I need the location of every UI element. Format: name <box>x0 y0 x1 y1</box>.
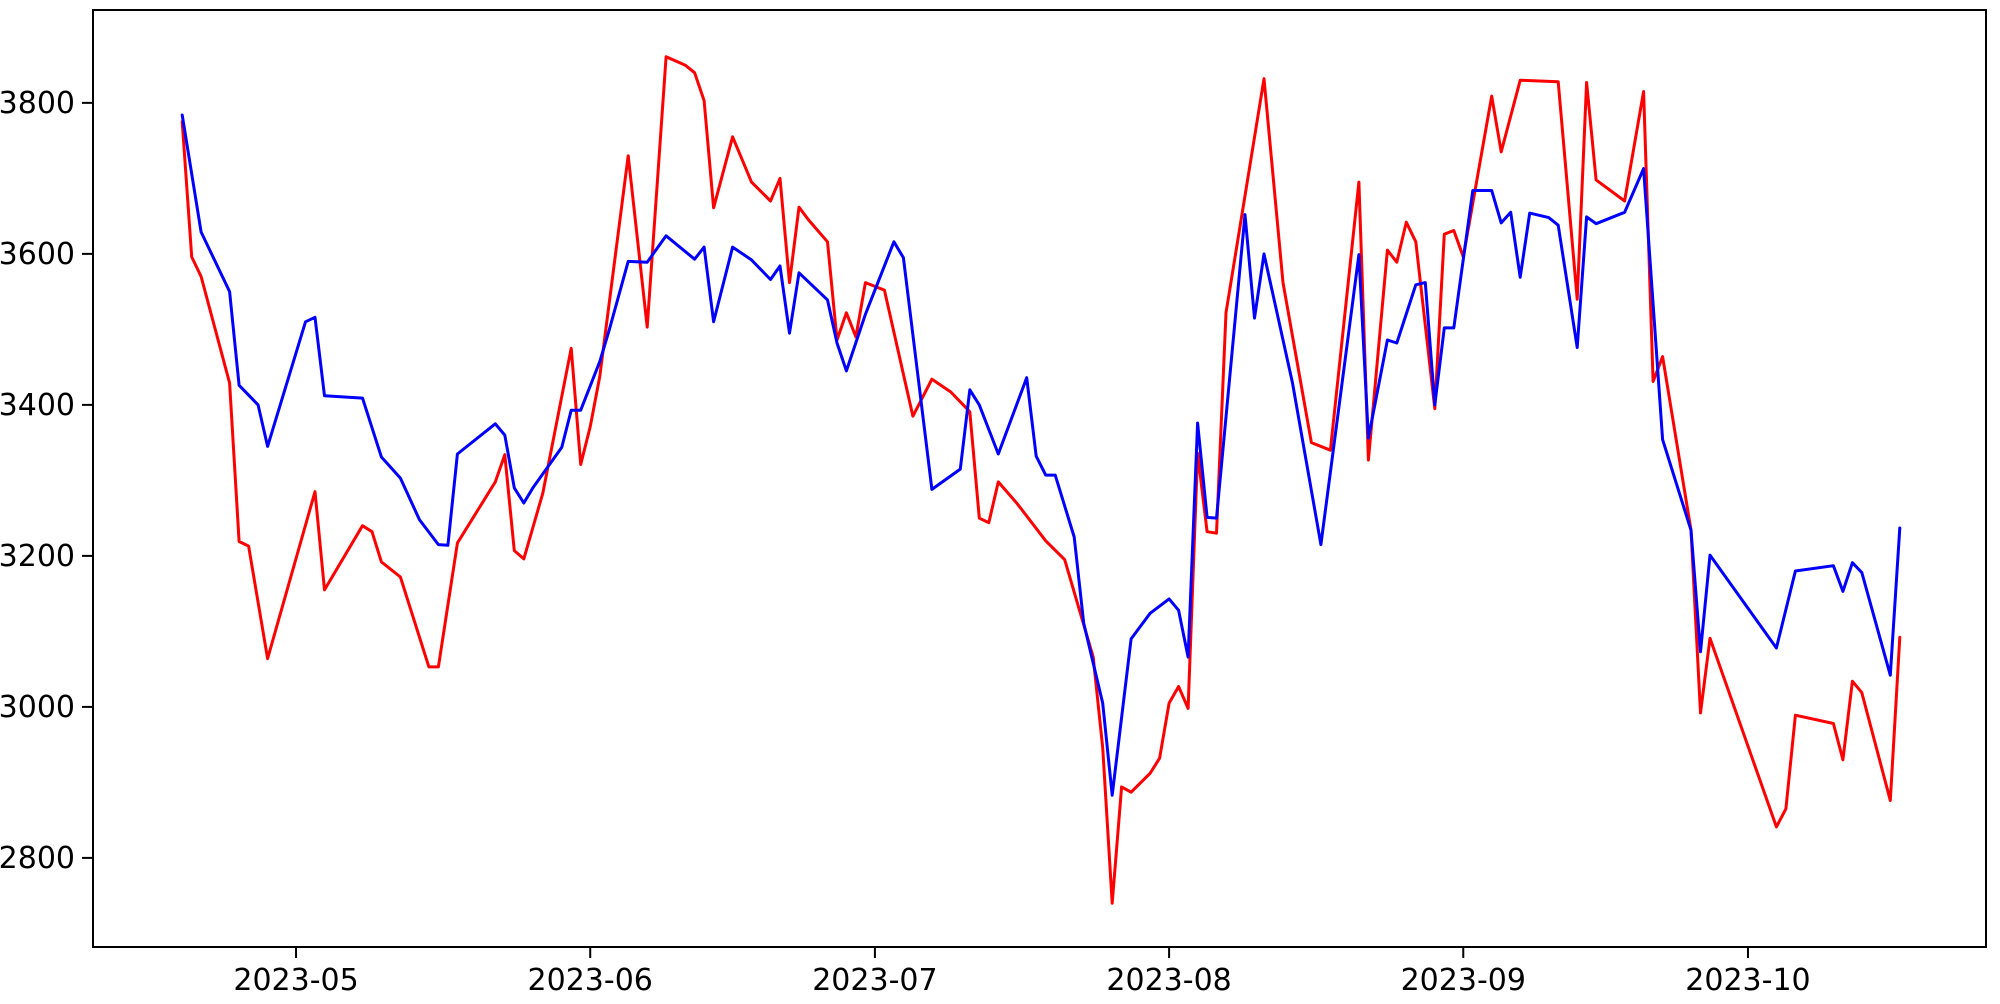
y-tick-label: 3000 <box>0 690 75 725</box>
x-tick-label: 2023-08 <box>1106 963 1231 998</box>
plot-frame <box>92 9 1987 948</box>
x-tick-label: 2023-07 <box>812 963 937 998</box>
y-tick-label: 3800 <box>0 86 75 121</box>
x-tick-label: 2023-06 <box>528 963 653 998</box>
blue-series-line <box>180 113 1902 797</box>
x-tick-label: 2023-10 <box>1685 963 1810 998</box>
x-tick-label: 2023-09 <box>1401 963 1526 998</box>
x-tick-label: 2023-05 <box>233 963 358 998</box>
y-tick-label: 3200 <box>0 539 75 574</box>
y-tick-label: 3600 <box>0 237 75 272</box>
y-tick-label: 2800 <box>0 841 75 876</box>
red-series-line <box>180 55 1902 905</box>
y-tick-label: 3400 <box>0 388 75 423</box>
